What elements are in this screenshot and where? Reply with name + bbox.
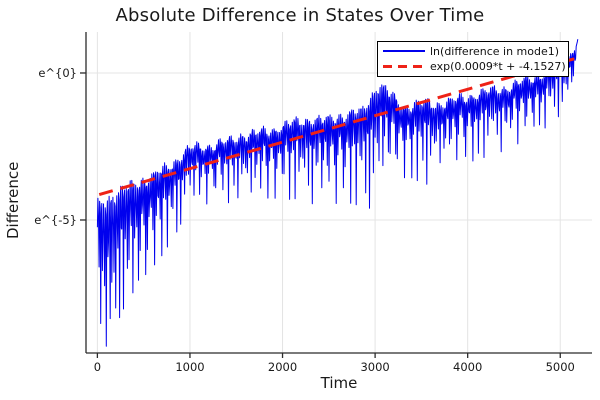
signal-path [96, 39, 579, 347]
x-tick-label: 0 [94, 360, 101, 374]
x-tick-label: 5000 [546, 360, 575, 374]
x-axis-label: Time [320, 374, 358, 392]
fit-line-path [98, 57, 575, 196]
y-tick-label: e^{0} [38, 66, 77, 80]
legend-line-sample-fit [383, 65, 425, 69]
x-tick-label: 4000 [453, 360, 482, 374]
legend-line-sample-signal [383, 50, 425, 53]
y-tick-label: e^{-5} [34, 213, 77, 227]
y-axis-label: Difference [4, 161, 22, 239]
legend-row-fit: exp(0.0009*t + -4.1527) [383, 60, 566, 74]
legend-label-signal: ln(difference in mode1) [430, 44, 560, 58]
x-tick-label: 1000 [175, 360, 204, 374]
legend-label-fit: exp(0.0009*t + -4.1527) [430, 60, 566, 74]
x-tick-label: 3000 [360, 360, 389, 374]
chart-title: Absolute Difference in States Over Time [115, 5, 485, 26]
legend-row-signal: ln(difference in mode1) [383, 44, 563, 58]
legend: ln(difference in mode1) exp(0.0009*t + -… [377, 41, 569, 77]
x-tick-label: 2000 [268, 360, 297, 374]
